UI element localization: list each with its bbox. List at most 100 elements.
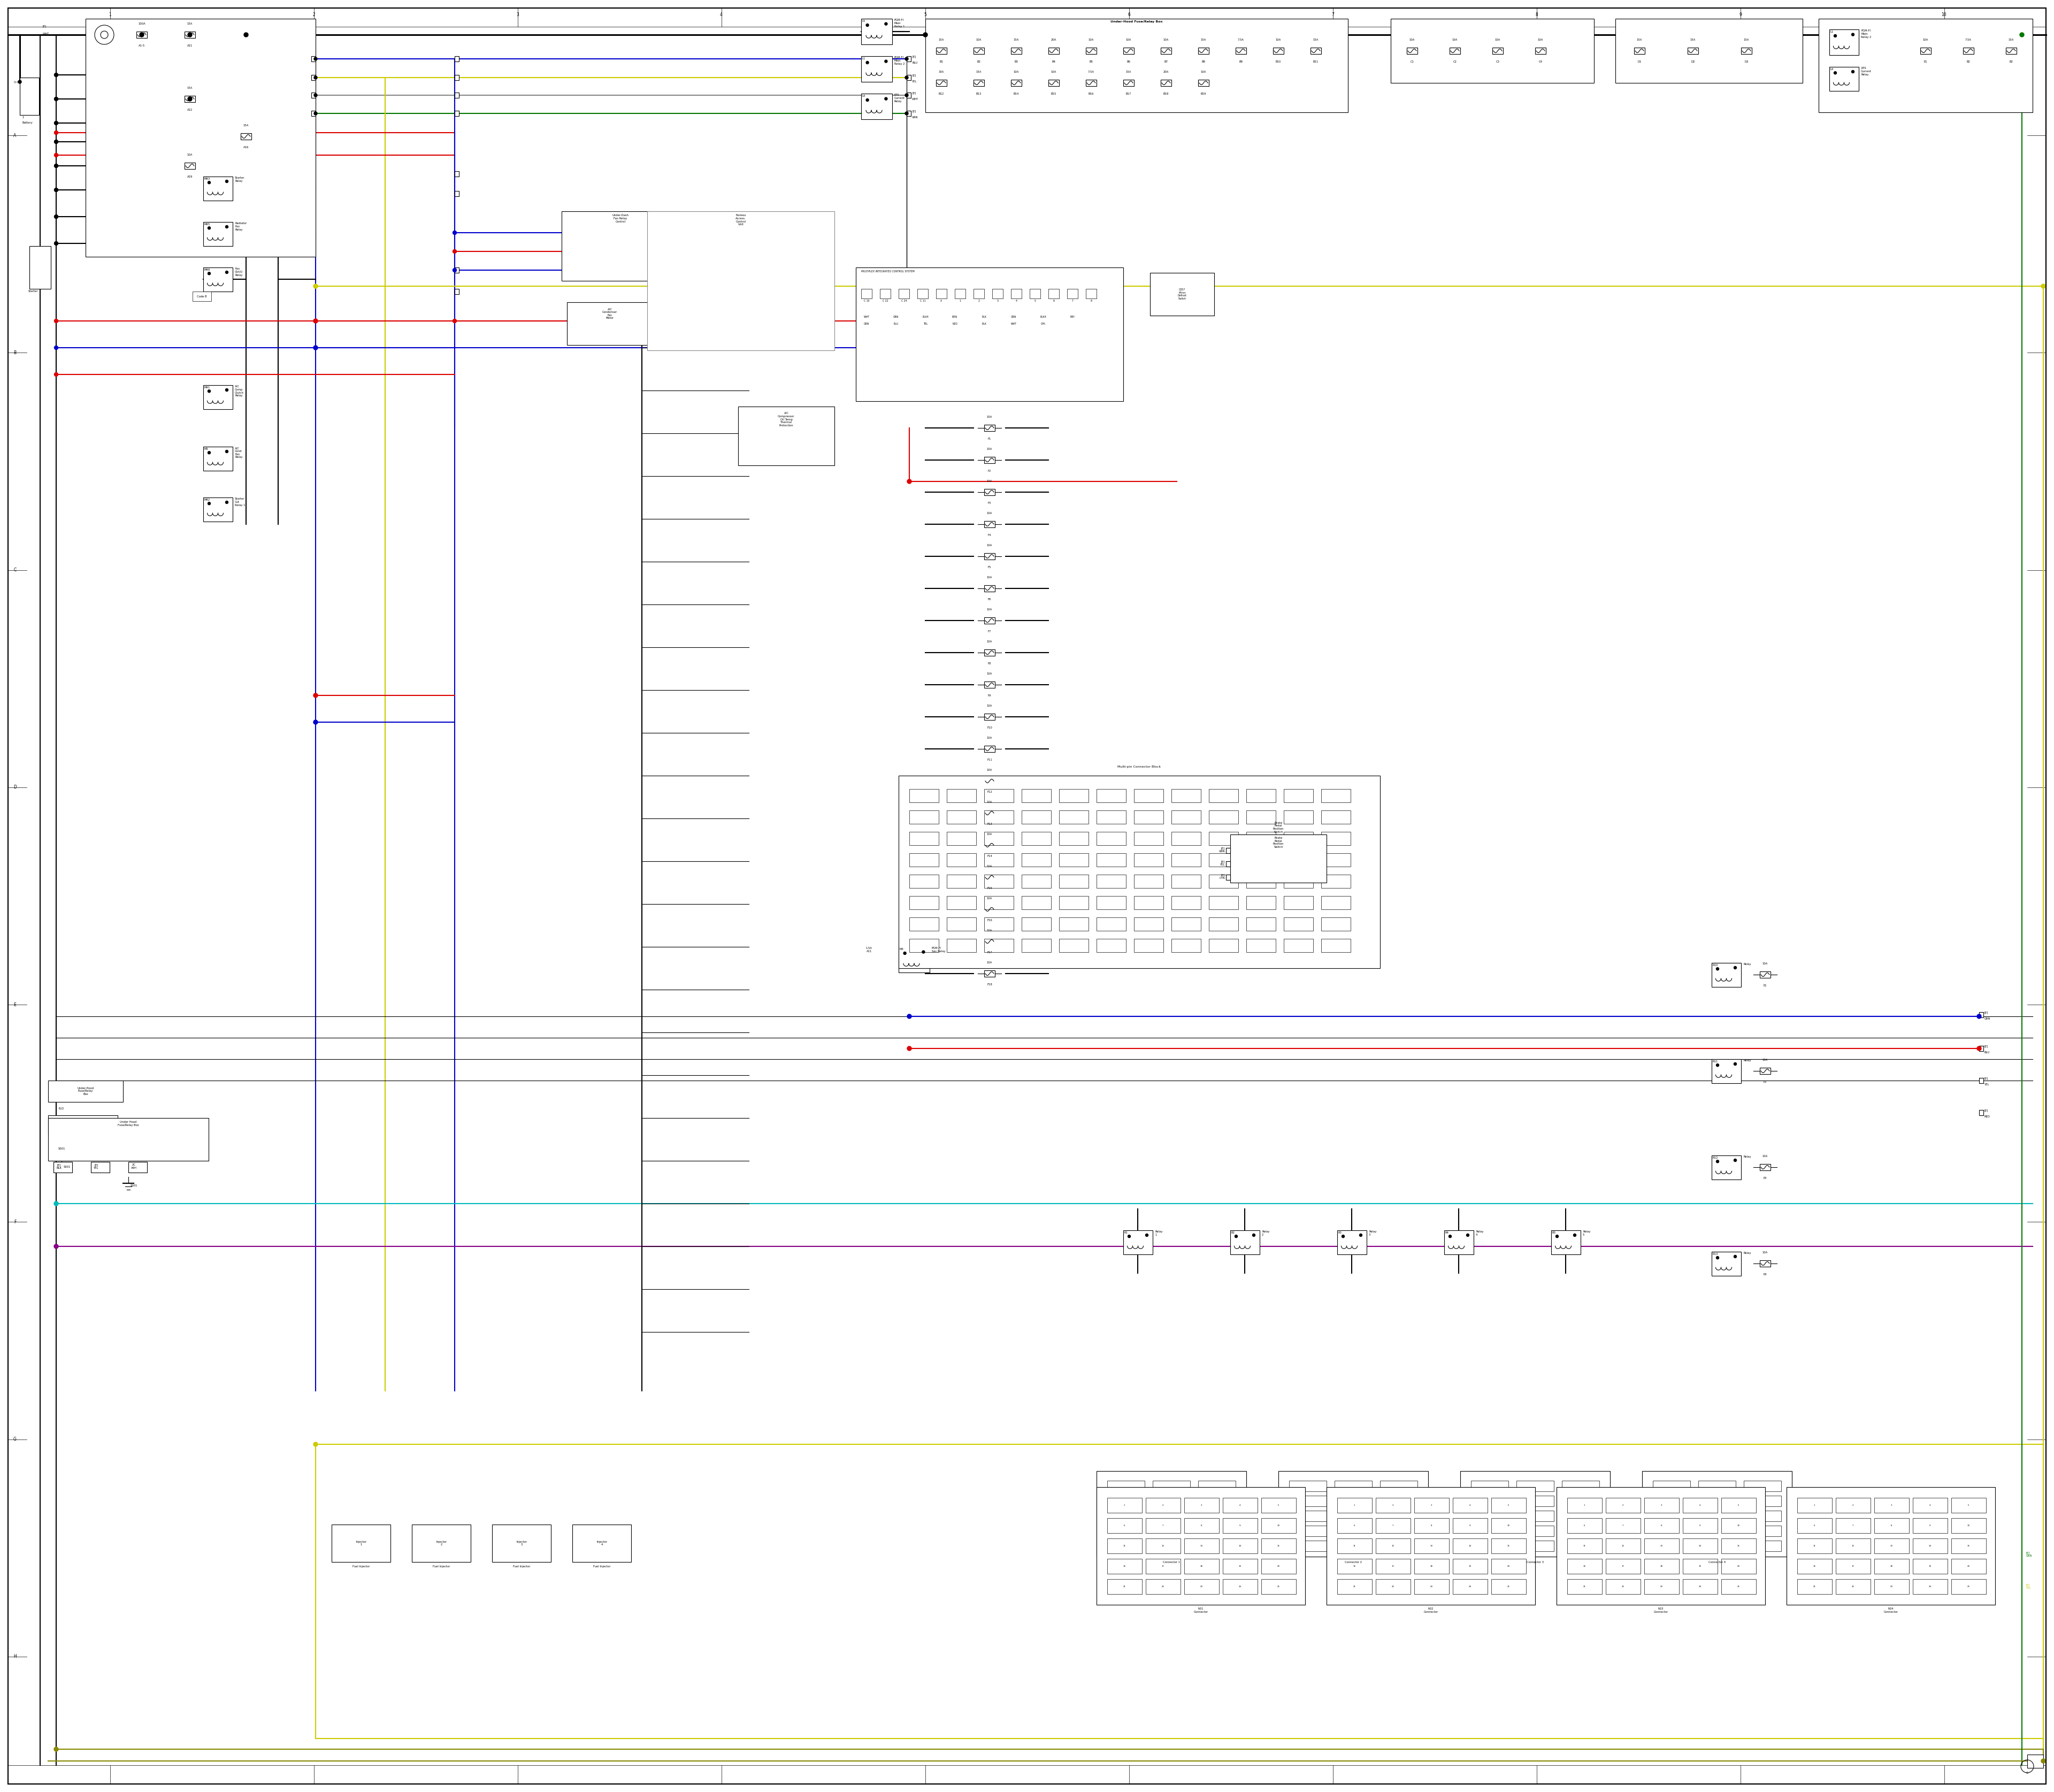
Text: 22: 22 [1621, 1586, 1625, 1588]
Bar [947, 939, 976, 952]
Text: [E]: [E] [1984, 1045, 1988, 1047]
Text: F2: F2 [988, 470, 992, 473]
Bar [1493, 48, 1504, 54]
Bar [984, 853, 1013, 867]
Bar [1873, 1498, 1908, 1512]
Text: 15A: 15A [1126, 70, 1132, 73]
Bar [1452, 1498, 1487, 1512]
Bar [1711, 1253, 1742, 1276]
Circle shape [140, 32, 144, 38]
Bar [1444, 1231, 1473, 1254]
Circle shape [1734, 1063, 1736, 1064]
Text: F13: F13 [988, 823, 992, 826]
Bar [1226, 874, 1230, 880]
Text: N04
Connector: N04 Connector [1884, 1607, 1898, 1613]
Text: ORN: ORN [893, 315, 900, 319]
Text: 10A: 10A [986, 640, 992, 643]
Bar [1376, 1579, 1411, 1595]
Bar [1185, 1518, 1218, 1534]
Text: 10A: 10A [986, 448, 992, 450]
Text: M3: M3 [203, 448, 207, 450]
Bar [984, 874, 994, 880]
Text: PGM-FI
Main
Relay 1: PGM-FI Main Relay 1 [893, 18, 904, 27]
Bar [53, 1161, 72, 1172]
Bar [1561, 1511, 1600, 1521]
Text: 24: 24 [1469, 1586, 1471, 1588]
Bar [1452, 1559, 1487, 1573]
Bar [1261, 1579, 1296, 1595]
Bar [1237, 48, 1247, 54]
Bar [1912, 1539, 1947, 1554]
Bar [493, 1525, 550, 1563]
Text: F6: F6 [988, 599, 992, 600]
Text: 10A: 10A [986, 769, 992, 771]
Bar [1491, 1498, 1526, 1512]
Text: 7.5A: 7.5A [1966, 38, 1972, 41]
Bar [1011, 79, 1021, 86]
Bar [861, 289, 871, 299]
Circle shape [207, 272, 210, 274]
Circle shape [53, 319, 58, 323]
Circle shape [53, 73, 58, 77]
Bar [1557, 1487, 1764, 1606]
Text: C 22: C 22 [883, 299, 887, 303]
Bar [1567, 1498, 1602, 1512]
Text: B5: B5 [1089, 61, 1093, 63]
Bar [1284, 918, 1313, 930]
Bar [1146, 1559, 1181, 1573]
Text: Fuel Injector: Fuel Injector [353, 1564, 370, 1568]
Circle shape [314, 285, 318, 289]
Bar [1171, 918, 1202, 930]
Text: 11: 11 [1354, 1545, 1356, 1546]
Bar [1951, 1559, 1986, 1573]
Text: [E]
CYN: [E] CYN [1220, 873, 1224, 880]
Circle shape [53, 154, 58, 158]
Bar [1391, 18, 1594, 82]
Text: 15A: 15A [1202, 38, 1206, 41]
Bar [1337, 1579, 1372, 1595]
Bar [1210, 810, 1239, 824]
Bar [1471, 1480, 1508, 1491]
Circle shape [1717, 1064, 1719, 1066]
Text: B13: B13 [976, 93, 982, 95]
Bar [1210, 831, 1239, 846]
Bar [1415, 1539, 1448, 1554]
Circle shape [226, 226, 228, 228]
Bar [1134, 831, 1163, 846]
Text: M43: M43 [203, 177, 210, 181]
Bar [1107, 1525, 1144, 1536]
Circle shape [1341, 1235, 1345, 1238]
Text: 21: 21 [1354, 1586, 1356, 1588]
Text: YEL: YEL [1984, 1082, 1990, 1086]
Bar [1335, 1480, 1372, 1491]
Bar [1152, 1480, 1189, 1491]
Bar [1491, 1579, 1526, 1595]
Text: 20: 20 [1278, 1564, 1280, 1568]
Bar [1321, 810, 1352, 824]
Bar [1226, 862, 1230, 867]
Bar [1682, 1559, 1717, 1573]
Circle shape [53, 97, 58, 100]
Text: G357
Mirror
Defrost
Switch: G357 Mirror Defrost Switch [1177, 289, 1187, 301]
Text: A/C
Cond
Fan
Relay: A/C Cond Fan Relay [234, 446, 242, 459]
Text: 10A: 10A [1538, 38, 1543, 41]
Bar [984, 831, 1013, 846]
Bar [1011, 48, 1021, 54]
Text: 7.5A: 7.5A [1239, 38, 1245, 41]
Text: B2: B2 [978, 61, 980, 63]
Bar [1171, 831, 1202, 846]
Circle shape [53, 131, 58, 134]
Text: M48: M48 [203, 269, 210, 271]
Bar [906, 93, 910, 99]
Text: B9: B9 [1239, 61, 1243, 63]
Bar [1920, 48, 1931, 54]
Bar [1152, 1525, 1189, 1536]
Text: B8: B8 [1202, 61, 1206, 63]
Text: Injector
2: Injector 2 [435, 1541, 446, 1546]
Bar [1452, 1579, 1487, 1595]
Bar [1124, 79, 1134, 86]
Text: 7.5A: 7.5A [1089, 70, 1095, 73]
Text: 19: 19 [1239, 1564, 1241, 1568]
Bar [1134, 853, 1163, 867]
Bar [1380, 1511, 1417, 1521]
